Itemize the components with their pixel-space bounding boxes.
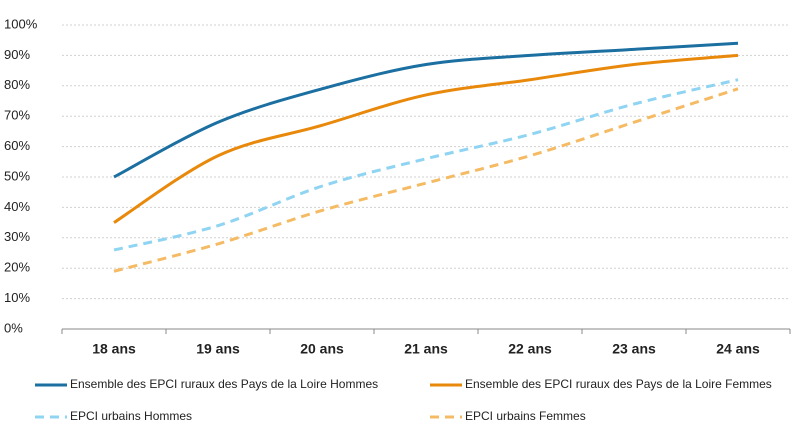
x-tick-label: 20 ans <box>300 341 344 357</box>
x-tick-label: 23 ans <box>612 341 656 357</box>
y-tick-label: 40% <box>4 199 30 214</box>
legend-label: EPCI urbains Hommes <box>70 409 192 423</box>
y-tick-label: 50% <box>4 168 30 183</box>
y-tick-label: 30% <box>4 229 30 244</box>
line <box>113 41 739 179</box>
x-tick-label: 22 ans <box>508 341 552 357</box>
x-tick-label: 21 ans <box>404 341 448 357</box>
line <box>113 53 739 224</box>
y-tick-label: 0% <box>4 320 23 335</box>
y-tick-label: 20% <box>4 260 30 275</box>
y-tick-label: 60% <box>4 138 30 153</box>
line <box>113 87 739 273</box>
y-tick-label: 70% <box>4 108 30 123</box>
x-tick-label: 18 ans <box>92 341 136 357</box>
y-tick-label: 10% <box>4 290 30 305</box>
x-tick-label: 19 ans <box>196 341 240 357</box>
legend-label: EPCI urbains Femmes <box>465 409 586 423</box>
line <box>113 78 739 252</box>
x-tick-label: 24 ans <box>716 341 760 357</box>
legend-label: Ensemble des EPCI ruraux des Pays de la … <box>465 377 772 391</box>
y-tick-label: 90% <box>4 47 30 62</box>
legend-label: Ensemble des EPCI ruraux des Pays de la … <box>70 377 378 391</box>
y-tick-label: 100% <box>4 16 38 31</box>
y-tick-label: 80% <box>4 77 30 92</box>
